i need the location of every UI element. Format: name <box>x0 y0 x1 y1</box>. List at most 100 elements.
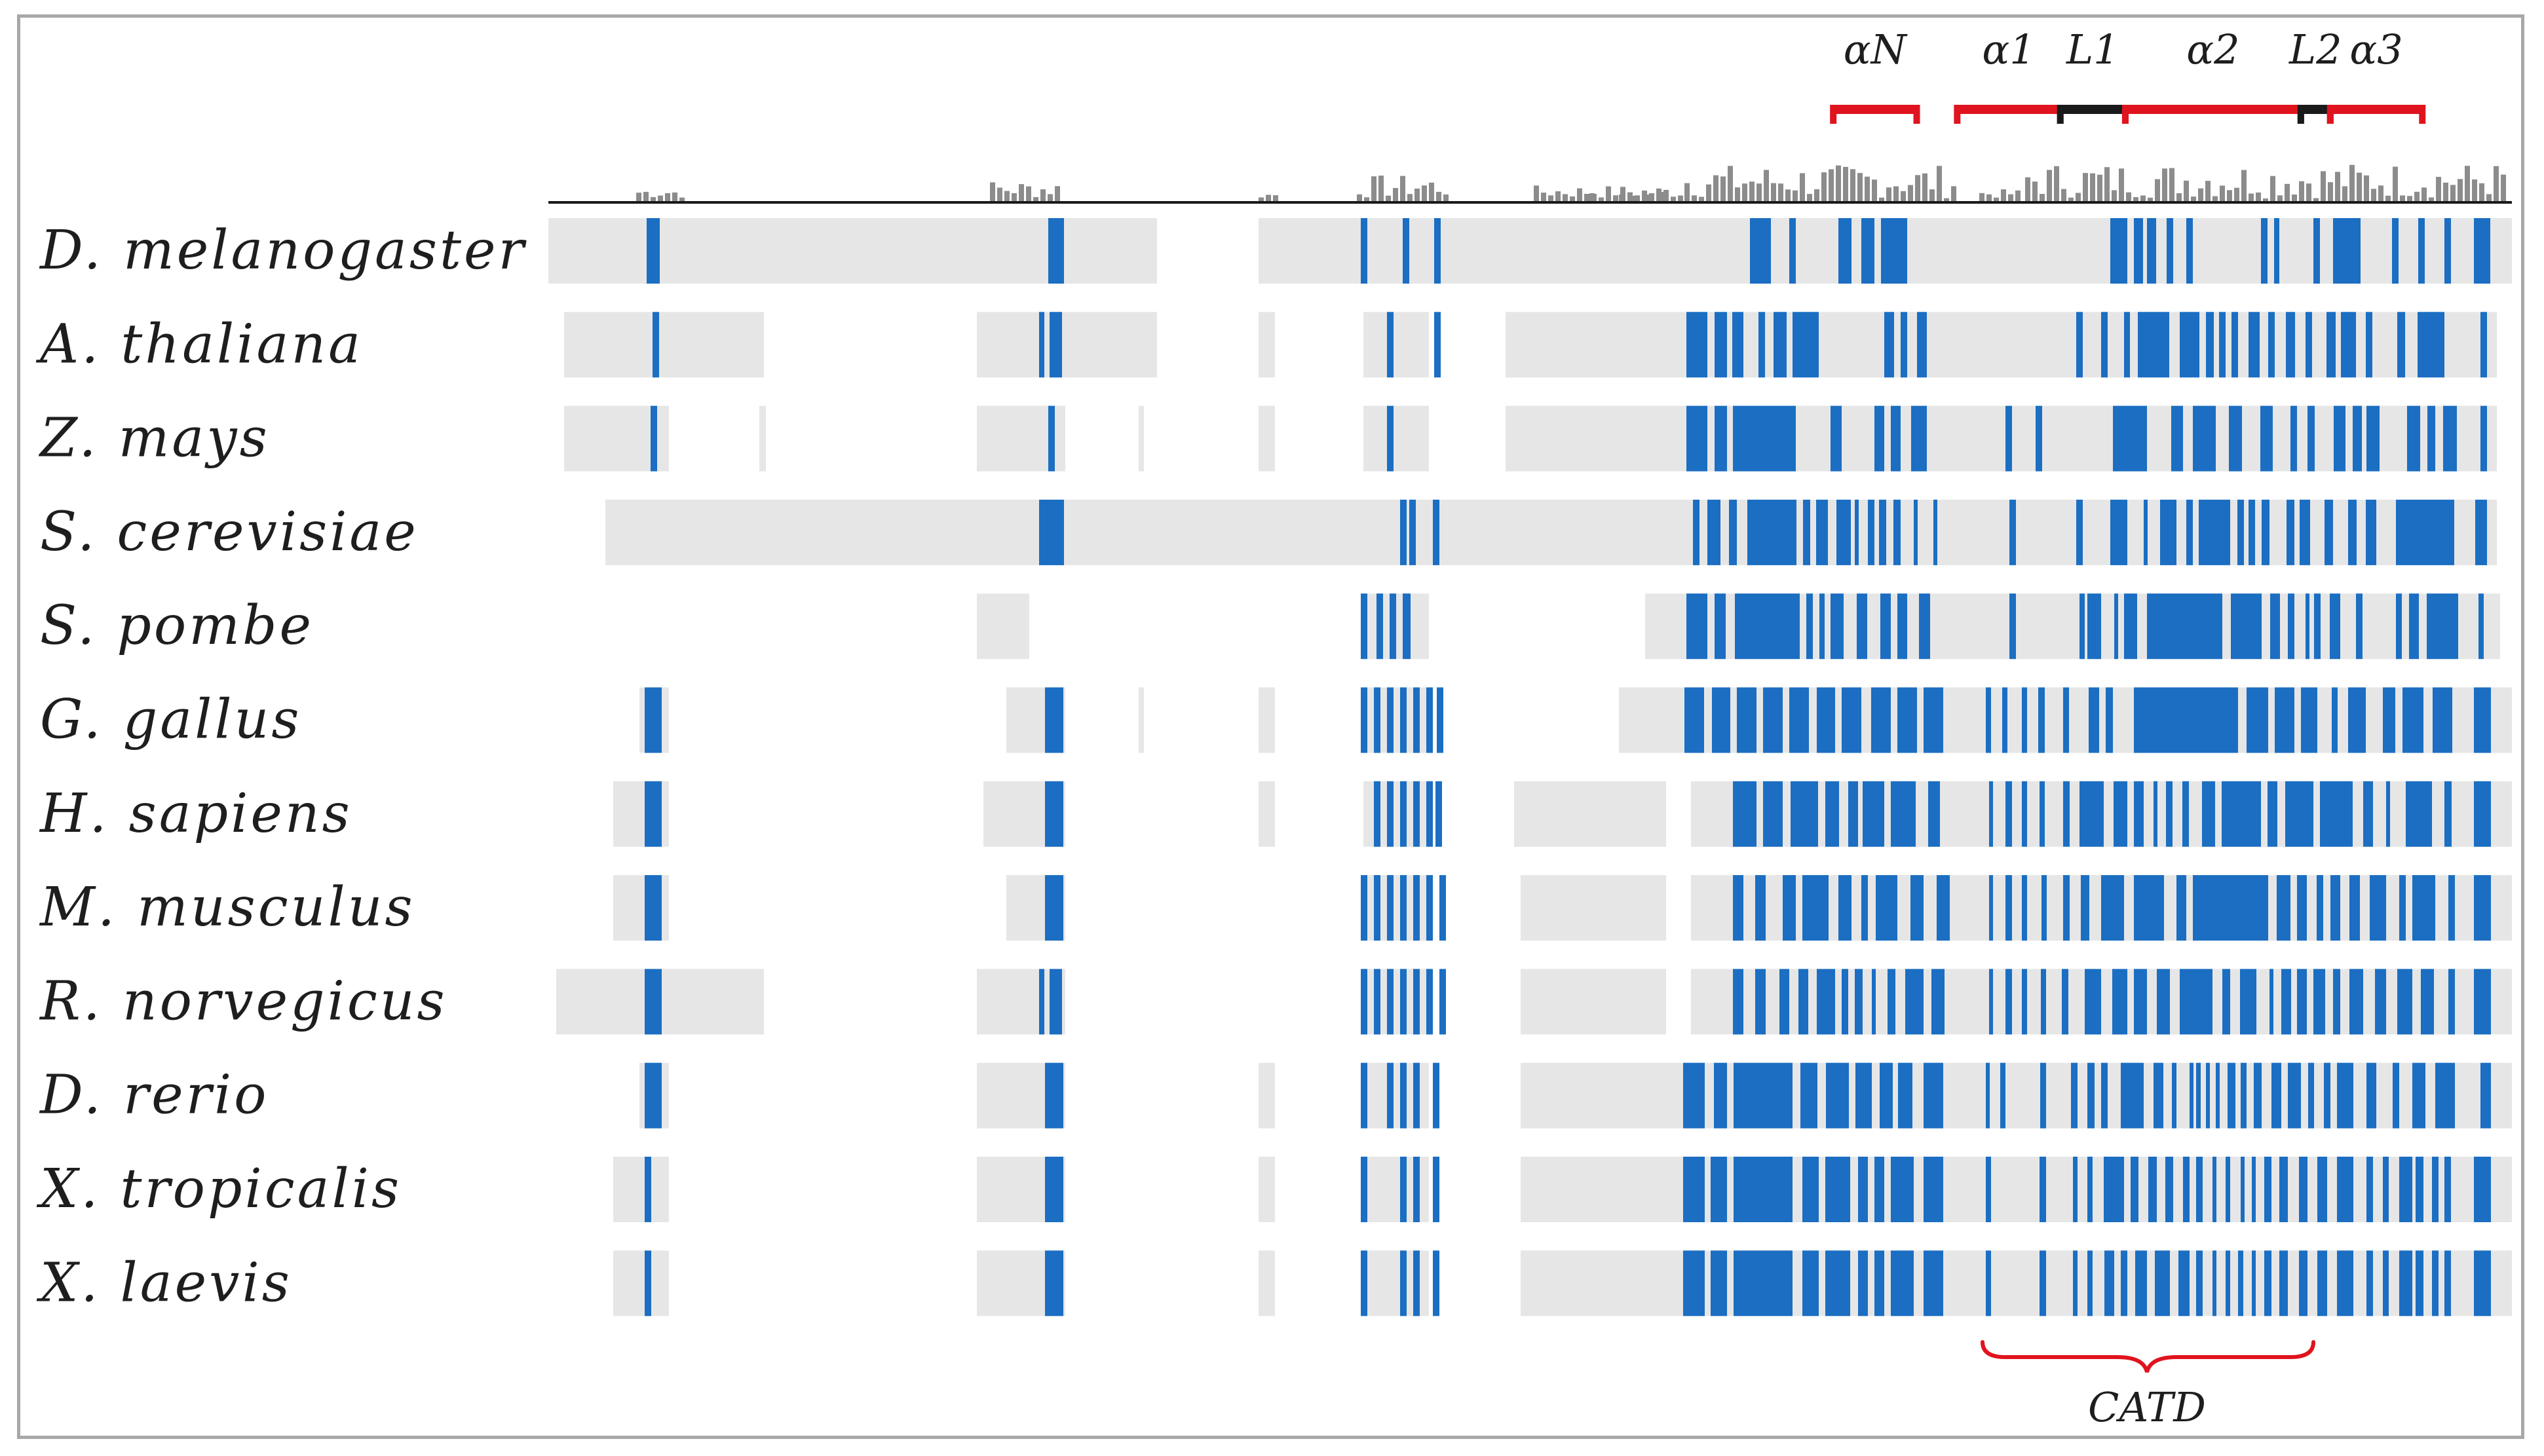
conserved-block <box>1361 1157 1367 1222</box>
conserved-block <box>2275 687 2294 753</box>
histogram-bar <box>1728 166 1733 201</box>
histogram-bar <box>2104 167 2110 201</box>
conserved-block <box>2299 1157 2307 1222</box>
conserved-block <box>2435 1062 2455 1129</box>
species-label: D. melanogaster <box>39 219 527 282</box>
histogram-bar <box>1850 169 1855 201</box>
histogram-bar <box>1857 173 1863 201</box>
conserved-block <box>2407 405 2420 472</box>
conserved-block <box>1387 687 1394 753</box>
alignment-row <box>556 969 2512 1035</box>
conserved-block <box>1400 875 1407 941</box>
aligned-segment <box>605 499 2497 565</box>
histogram-bar <box>2458 179 2463 201</box>
conserved-block <box>1683 1250 1705 1316</box>
conserved-block <box>1986 687 1991 753</box>
conserved-block <box>1387 969 1394 1035</box>
histogram-bar <box>2227 190 2232 201</box>
histogram-bar <box>1555 191 1561 201</box>
conserved-block <box>1817 687 1835 753</box>
aligned-segment <box>1521 875 1666 941</box>
histogram-bar <box>1019 184 1024 201</box>
conserved-block <box>1715 312 1727 378</box>
conserved-block <box>2432 1157 2439 1222</box>
histogram-bar <box>1814 189 1819 201</box>
histogram-bar <box>2299 181 2304 201</box>
species-label: X. laevis <box>36 1252 292 1314</box>
conserved-block <box>1734 1250 1793 1316</box>
species-labels: D. melanogaster A. thaliana Z. mays S. cere… <box>35 219 527 1314</box>
conserved-block <box>2155 1250 2170 1316</box>
conserved-block <box>2231 312 2238 378</box>
conserved-block <box>1893 499 1901 565</box>
conserved-block <box>1045 1062 1063 1129</box>
conserved-block <box>2448 875 2455 941</box>
histogram-bar <box>672 192 677 201</box>
conserved-block <box>2366 312 2372 378</box>
conserved-block <box>2063 875 2070 941</box>
conserved-block <box>2212 1157 2216 1222</box>
histogram-bar <box>1994 197 1999 201</box>
conserved-block <box>1413 1062 1420 1129</box>
conserved-block <box>2386 781 2390 847</box>
conserved-block <box>1413 687 1420 753</box>
conserved-block <box>2264 1157 2271 1222</box>
conserved-block <box>2399 1250 2412 1316</box>
histogram-bar <box>1613 195 1618 201</box>
histogram-bar <box>2450 185 2456 201</box>
conserved-block <box>1426 687 1433 753</box>
conserved-block <box>1712 687 1730 753</box>
conserved-block <box>2277 875 2290 941</box>
conserved-block <box>1763 781 1783 847</box>
conserved-block <box>1861 218 1874 284</box>
histogram-bar <box>2126 192 2131 201</box>
conserved-block <box>1437 687 1443 753</box>
conserved-block <box>1387 1062 1394 1129</box>
conserved-block <box>1919 593 1930 660</box>
conserved-block <box>1763 687 1783 753</box>
conserved-block <box>1387 312 1394 378</box>
conserved-block <box>1868 499 1874 565</box>
conserved-block <box>1924 1157 1943 1222</box>
conserved-block <box>2009 593 2016 660</box>
conserved-block <box>2087 1157 2093 1222</box>
conserved-block <box>2287 499 2294 565</box>
conserved-block <box>1376 593 1383 660</box>
conserved-block <box>2383 687 2395 753</box>
conserved-block <box>2040 1062 2046 1129</box>
conserved-block <box>2199 499 2230 565</box>
histogram-bar <box>1259 197 1264 201</box>
conserved-block <box>2268 781 2277 847</box>
alignment-row <box>613 1250 2512 1316</box>
aligned-segment <box>1521 969 1666 1035</box>
conserved-block <box>1891 781 1916 847</box>
structure-label: α3 <box>2349 26 2402 73</box>
conserved-block <box>1897 687 1917 753</box>
histogram-bar <box>2393 166 2398 201</box>
histogram-bar <box>1671 196 1676 201</box>
conserved-block <box>645 1250 651 1316</box>
histogram-bar <box>2407 196 2412 201</box>
conserved-block <box>2433 687 2452 753</box>
conserved-block <box>2313 969 2325 1035</box>
histogram-bar <box>1658 192 1663 201</box>
conserved-block <box>2135 1250 2147 1316</box>
conserved-block <box>2022 969 2027 1035</box>
conserved-block <box>2138 312 2169 378</box>
conserved-block <box>2134 875 2164 941</box>
conserved-block <box>2124 312 2130 378</box>
histogram-bar <box>1699 196 1704 201</box>
histogram-bar <box>1929 189 1935 201</box>
histogram-bar <box>2414 191 2420 201</box>
histogram-bar <box>2371 189 2376 201</box>
histogram-bar <box>2429 197 2434 201</box>
conserved-block <box>1714 1062 1727 1129</box>
conserved-block <box>1806 593 1813 660</box>
conserved-block <box>2182 781 2189 847</box>
conserved-block <box>1039 312 1044 378</box>
aligned-segment <box>1521 1157 2512 1222</box>
conserved-block <box>2240 969 2256 1035</box>
histogram-bar <box>1649 193 1654 201</box>
histogram-bar <box>2349 164 2355 201</box>
conserved-block <box>1855 969 1863 1035</box>
